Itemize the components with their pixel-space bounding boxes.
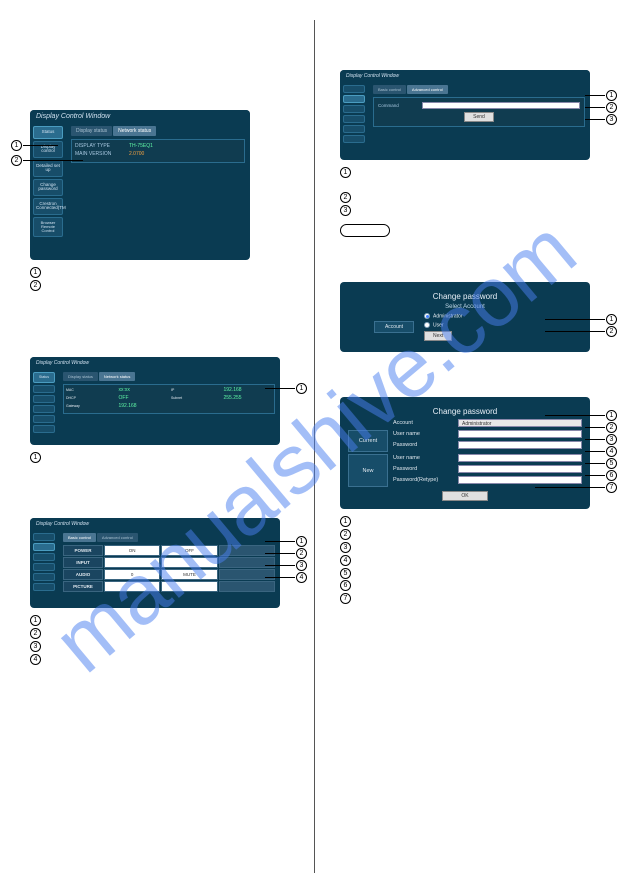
- right-column: 1 2 3 Display Control Window: [340, 20, 599, 873]
- nav-item[interactable]: [33, 405, 55, 413]
- tab-basic-control[interactable]: Basic control: [63, 533, 96, 542]
- window-title: Display Control Window: [340, 70, 590, 82]
- audio-mute[interactable]: MUTE: [161, 569, 217, 580]
- nav-item[interactable]: [33, 583, 55, 591]
- row-audio: AUDIO: [63, 569, 103, 580]
- nav-item[interactable]: [343, 115, 365, 123]
- nav-item[interactable]: [343, 135, 365, 143]
- section-new: New: [348, 454, 388, 487]
- nav-item[interactable]: [33, 573, 55, 581]
- input-username-current[interactable]: [458, 430, 582, 438]
- label-main-version: MAIN VERSION: [75, 151, 125, 157]
- window-title: Display Control Window: [30, 357, 280, 369]
- power-on[interactable]: ON: [104, 545, 160, 556]
- left-column: 1 2 Display Control Window Status Displa…: [30, 20, 289, 873]
- power-off[interactable]: OFF: [161, 545, 217, 556]
- input-username-new[interactable]: [458, 454, 582, 462]
- screenshot-network-status: 1 Display Control Window Status: [30, 357, 289, 464]
- label-password-current: Password: [393, 442, 453, 448]
- account-label: Account: [374, 321, 414, 333]
- label-command: Command: [378, 103, 418, 108]
- nav-item[interactable]: [343, 125, 365, 133]
- next-button[interactable]: Next: [424, 331, 452, 341]
- section-current: Current: [348, 430, 388, 452]
- nav-display-control[interactable]: Display control: [33, 141, 63, 158]
- value-display-type: TH-75EQ1: [129, 143, 153, 149]
- tab-basic-control[interactable]: Basic control: [373, 85, 406, 94]
- nav-detailed-setup[interactable]: Detailed set up: [33, 160, 63, 177]
- nav-item[interactable]: [33, 553, 55, 561]
- label-password-new: Password: [393, 466, 453, 472]
- cp-title: Change password: [344, 286, 586, 304]
- note-box: [340, 224, 390, 237]
- tab-network-status[interactable]: Network status: [113, 126, 156, 136]
- radio-administrator[interactable]: [424, 313, 430, 319]
- tab-advanced-control[interactable]: Advanced control: [97, 533, 138, 542]
- input-password-new[interactable]: [458, 465, 582, 473]
- command-input[interactable]: [422, 102, 580, 109]
- row-power: POWER: [63, 545, 103, 556]
- input-password-current[interactable]: [458, 441, 582, 449]
- nav-item[interactable]: [33, 543, 55, 551]
- label-username-new: User name: [393, 455, 453, 461]
- nav-item[interactable]: [33, 425, 55, 433]
- screenshot-display-status: 1 2 Display Control Window Status Displa…: [30, 110, 289, 292]
- nav-item[interactable]: [343, 95, 365, 103]
- cp-subtitle: Select Account: [344, 304, 586, 310]
- nav-item[interactable]: [343, 105, 365, 113]
- label-display-type: DISPLAY TYPE: [75, 143, 125, 149]
- radio-user[interactable]: [424, 322, 430, 328]
- label-username-current: User name: [393, 431, 453, 437]
- input-password-retype[interactable]: [458, 476, 582, 484]
- nav-status[interactable]: Status: [33, 372, 55, 384]
- label-account: Account: [393, 420, 453, 426]
- screenshot-change-password-form: 1 2 3 4 5 6 7 Change password Account: [340, 397, 599, 605]
- send-button[interactable]: Send: [464, 112, 494, 122]
- label-password-retype: Password(Retype): [393, 477, 453, 483]
- tab-display-status[interactable]: Display status: [63, 372, 98, 381]
- row-picture: PICTURE: [63, 581, 103, 592]
- nav-change-password[interactable]: Change password: [33, 179, 63, 196]
- column-divider: [314, 20, 315, 873]
- value-main-version: 2.0700: [129, 151, 144, 157]
- window-title: Display Control Window: [30, 110, 250, 123]
- window-title: Display Control Window: [30, 518, 280, 530]
- input-select[interactable]: [104, 557, 160, 568]
- nav-item[interactable]: [33, 533, 55, 541]
- ok-button[interactable]: OK: [442, 491, 487, 501]
- screenshot-advanced-control: 1 2 3 Display Control Window: [340, 70, 599, 237]
- tab-advanced-control[interactable]: Advanced control: [407, 85, 448, 94]
- nav-status[interactable]: Status: [33, 126, 63, 139]
- nav-browser-remote[interactable]: Browser Remote Control: [33, 217, 63, 237]
- audio-level[interactable]: 0: [104, 569, 160, 580]
- nav-item[interactable]: [33, 385, 55, 393]
- nav-item[interactable]: [343, 85, 365, 93]
- tab-network-status[interactable]: Network status: [99, 372, 135, 381]
- row-input: INPUT: [63, 557, 103, 568]
- cp-title: Change password: [348, 401, 582, 419]
- account-value-field: Administrator: [458, 419, 582, 427]
- screenshot-change-password-select: 1 2 Change password Select Account Accou…: [340, 282, 599, 352]
- nav-crestron[interactable]: Crestron Connected(TM): [33, 198, 63, 215]
- tab-display-status[interactable]: Display status: [71, 126, 112, 136]
- nav-item[interactable]: [33, 563, 55, 571]
- nav-item[interactable]: [33, 415, 55, 423]
- nav-item[interactable]: [33, 395, 55, 403]
- screenshot-basic-control: 1 2 3 4 Display Control Window: [30, 518, 289, 665]
